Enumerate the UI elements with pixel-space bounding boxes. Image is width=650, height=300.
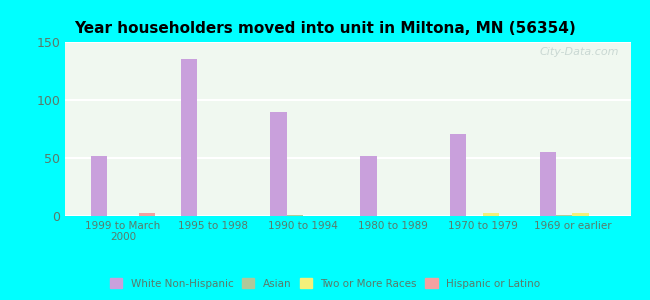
Bar xyxy=(573,212,589,216)
Legend: White Non-Hispanic, Asian, Two or More Races, Hispanic or Latino: White Non-Hispanic, Asian, Two or More R… xyxy=(107,275,543,292)
Bar xyxy=(450,134,467,216)
Bar xyxy=(139,212,155,216)
Text: Year householders moved into unit in Miltona, MN (56354): Year householders moved into unit in Mil… xyxy=(74,21,576,36)
Bar xyxy=(556,215,573,216)
Bar xyxy=(540,152,556,216)
Bar xyxy=(482,212,499,216)
Bar xyxy=(287,215,303,216)
Bar xyxy=(181,59,197,216)
Bar xyxy=(91,156,107,216)
Bar xyxy=(270,112,287,216)
Bar xyxy=(360,156,376,216)
Text: City-Data.com: City-Data.com xyxy=(540,47,619,57)
